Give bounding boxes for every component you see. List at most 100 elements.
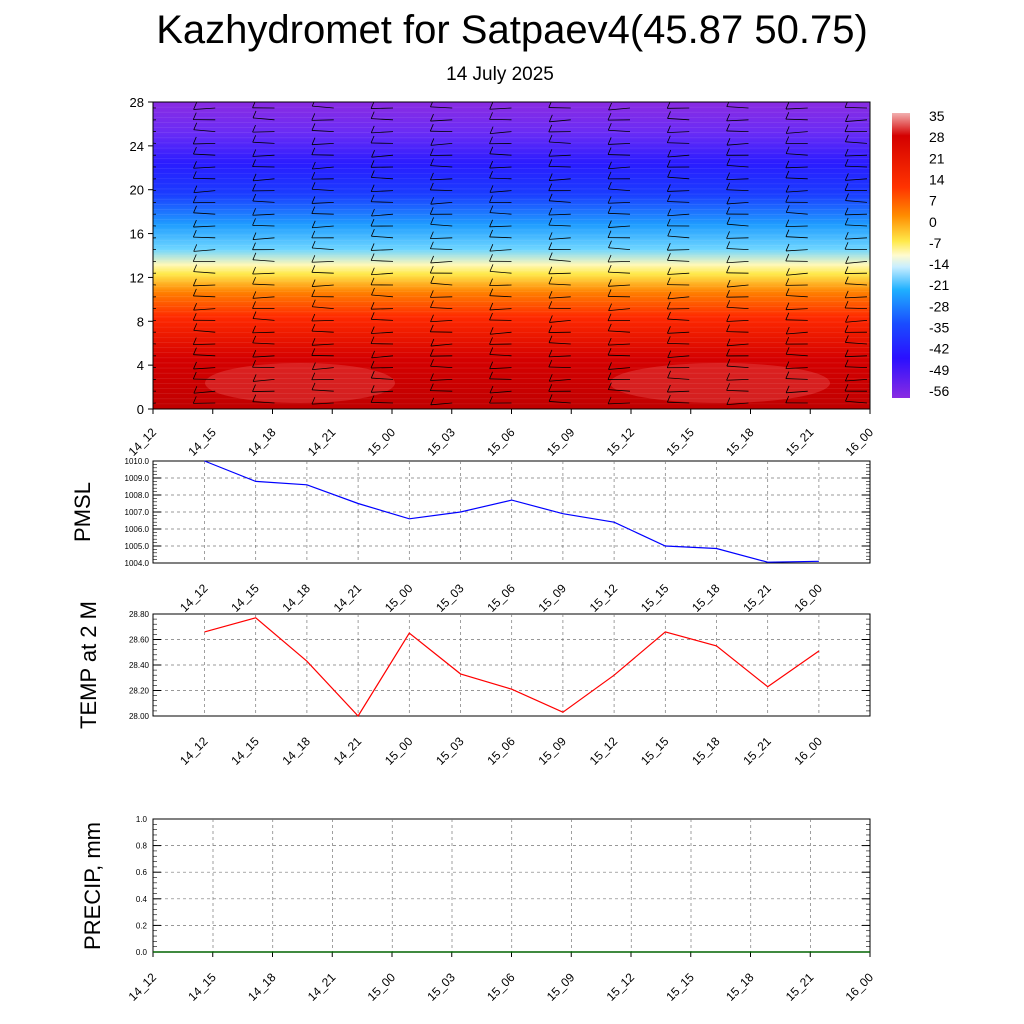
barb-feather [844, 349, 849, 357]
wind-barb [548, 173, 571, 181]
barb-shaft [489, 284, 512, 286]
barb-shaft [193, 236, 216, 239]
barb-feather [370, 370, 375, 379]
wind-barb [192, 254, 216, 262]
wind-barb [845, 373, 868, 382]
barb-feather [548, 290, 553, 299]
barb-shaft [430, 307, 453, 309]
wind-barb [548, 349, 571, 358]
barb-feather [134, 301, 137, 308]
y-tick-label: 1009.0 [125, 474, 150, 483]
barb-shaft [430, 296, 453, 298]
wind-barb [608, 240, 631, 250]
y-tick-label: 28 [130, 95, 144, 110]
wind-barb [607, 323, 631, 333]
barb-feather [252, 208, 257, 216]
barb-shaft [726, 223, 749, 227]
x-tick-label: 15_21 [740, 734, 774, 768]
x-tick-label: 14_18 [245, 425, 279, 459]
barb-shaft [311, 402, 334, 405]
barb-feather [430, 102, 433, 108]
wind-barb [785, 312, 808, 321]
barb-feather [726, 196, 731, 205]
barb-feather [666, 360, 671, 368]
barb-feather [371, 229, 375, 237]
barb-feather [607, 112, 612, 121]
barb-feather [252, 159, 256, 167]
barb-shaft [430, 343, 453, 347]
barb-feather [666, 184, 671, 192]
barb-feather [548, 374, 553, 382]
x-tick-label: 15_03 [433, 581, 467, 615]
wind-barb [311, 265, 334, 274]
barb-feather [548, 217, 553, 226]
wind-barb [311, 102, 334, 109]
barb-feather [785, 253, 790, 262]
wind-barb [252, 252, 275, 262]
barb-feather [430, 158, 434, 166]
barb-feather [134, 291, 137, 298]
colorbar-label: -56 [929, 383, 949, 399]
wind-barb [252, 301, 275, 309]
barb-feather [548, 207, 553, 216]
barb-shaft [193, 329, 216, 333]
wind-barb [371, 287, 394, 298]
wind-barb [192, 396, 216, 404]
wind-barb [252, 110, 275, 121]
barb-feather [548, 315, 553, 323]
barb-shaft [608, 284, 631, 287]
barb-feather [548, 134, 553, 143]
x-tick-label: 14_12 [177, 581, 211, 615]
barb-feather [845, 193, 849, 201]
wind-barb [548, 193, 571, 203]
barb-shaft [786, 131, 808, 134]
wind-barb [845, 256, 868, 264]
barb-feather [193, 161, 197, 169]
barb-feather [726, 300, 731, 308]
wind-barb [311, 196, 334, 204]
barb-shaft [608, 389, 631, 392]
wind-barb [666, 243, 690, 251]
barb-shaft [785, 166, 808, 169]
x-tick-label: 15_12 [604, 970, 638, 1004]
barb-shaft [785, 107, 808, 110]
barb-shaft [667, 201, 690, 203]
wind-barb [608, 362, 631, 370]
barb-feather [548, 266, 553, 274]
barb-feather [193, 323, 198, 331]
barb-shaft [430, 119, 453, 122]
barb-shaft [726, 202, 749, 205]
barb-feather [193, 244, 198, 252]
wind-barb [311, 161, 334, 170]
wind-barb [844, 349, 868, 358]
barb-feather [429, 324, 434, 332]
barb-feather [607, 147, 612, 155]
y-tick-label: 0.4 [136, 895, 148, 904]
barb-feather [845, 114, 849, 122]
barb-feather [370, 125, 375, 134]
barb-shaft [489, 212, 512, 215]
x-tick-label: 16_00 [792, 581, 826, 615]
barb-feather [845, 394, 849, 402]
barb-shaft [311, 202, 334, 204]
y-tick-label: 0.8 [136, 842, 148, 851]
barb-shaft [845, 200, 868, 203]
wind-barb [844, 242, 868, 250]
barb-feather [726, 206, 730, 215]
barb-shaft [786, 153, 808, 156]
barb-feather [430, 138, 435, 146]
wind-barb [785, 195, 808, 203]
barb-feather [252, 349, 257, 358]
barb-shaft [726, 248, 749, 250]
barb-feather [785, 229, 790, 237]
barb-feather [370, 160, 375, 168]
barb-feather [607, 323, 612, 332]
x-tick-label: 15_21 [740, 581, 774, 615]
barb-feather [785, 361, 790, 369]
barb-shaft [371, 331, 394, 334]
wind-barb [311, 255, 334, 263]
barb-feather [370, 194, 375, 202]
wind-barb [548, 242, 571, 250]
barb-feather [370, 253, 375, 261]
